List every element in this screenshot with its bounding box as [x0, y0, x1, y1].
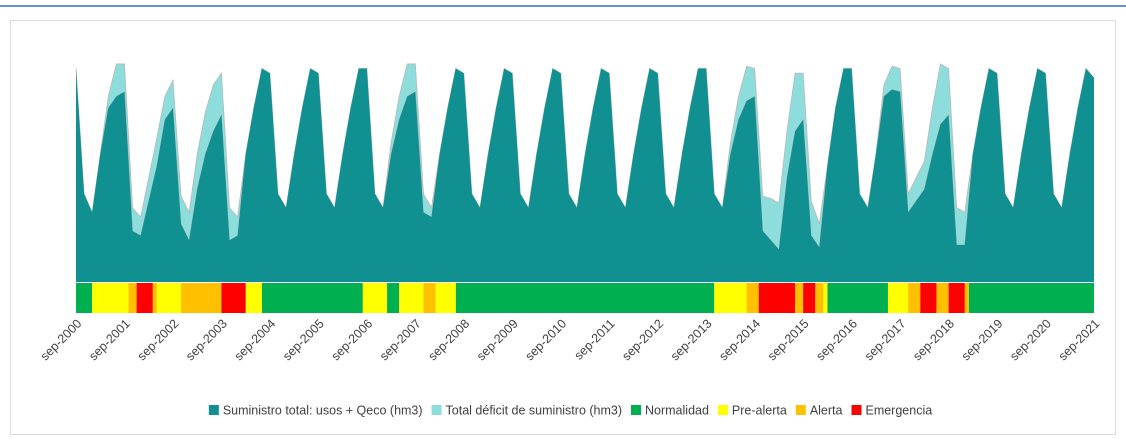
status-segment — [221, 283, 246, 313]
x-tick-label: sep-2006 — [329, 317, 376, 364]
legend-swatch — [631, 405, 642, 415]
x-tick-label: sep-2005 — [280, 317, 327, 364]
status-segment — [181, 283, 222, 313]
status-segment — [714, 283, 747, 313]
legend-label: Alerta — [810, 403, 843, 417]
status-segment — [435, 283, 456, 313]
x-tick-label: sep-2009 — [474, 317, 521, 364]
status-segment — [968, 283, 1094, 313]
x-tick-label: sep-2012 — [619, 317, 666, 364]
legend: Suministro total: usos + Qeco (hm3) Total… — [208, 403, 932, 417]
x-tick-label: sep-2007 — [377, 317, 424, 364]
x-tick-label: sep-2002 — [135, 317, 182, 364]
status-segment — [455, 283, 715, 313]
x-tick-label: sep-2014 — [716, 317, 763, 364]
status-segment — [827, 283, 888, 313]
x-tick-label: sep-2021 — [1056, 317, 1103, 364]
x-tick-label: sep-2013 — [668, 317, 715, 364]
status-segment — [152, 283, 157, 313]
status-segment — [387, 283, 400, 313]
status-segment — [423, 283, 436, 313]
status-segment — [758, 283, 796, 313]
legend-label: Total déficit de suministro (hm3) — [446, 403, 622, 417]
x-tick-label: sep-2015 — [765, 317, 812, 364]
x-tick-label: sep-2010 — [522, 317, 569, 364]
legend-swatch — [795, 405, 806, 415]
x-tick-label: sep-2018 — [910, 317, 957, 364]
status-segment — [964, 283, 969, 313]
chart-frame — [10, 20, 1116, 435]
x-tick-label: sep-2019 — [959, 317, 1006, 364]
legend-label: Suministro total: usos + Qeco (hm3) — [223, 403, 423, 417]
status-segment — [815, 283, 824, 313]
status-segment — [908, 283, 921, 313]
status-segment — [920, 283, 937, 313]
supply-area — [76, 68, 1094, 282]
x-tick-label: sep-2003 — [183, 317, 230, 364]
status-segment — [362, 283, 388, 313]
legend-swatch — [431, 405, 442, 415]
status-segment — [245, 283, 262, 313]
legend-swatch — [208, 405, 219, 415]
status-segment — [128, 283, 137, 313]
x-tick-label: sep-2001 — [86, 317, 133, 364]
status-segment — [156, 283, 182, 313]
status-segment — [948, 283, 965, 313]
status-segment — [136, 283, 153, 313]
status-segment — [261, 283, 363, 313]
x-tick-label: sep-2020 — [1007, 317, 1054, 364]
legend-swatch — [717, 405, 728, 415]
x-tick-label: sep-2011 — [572, 317, 618, 363]
legend-swatch — [851, 405, 862, 415]
status-segment — [399, 283, 424, 313]
status-segment — [76, 283, 93, 313]
x-tick-label: sep-2004 — [232, 317, 279, 364]
status-segment — [746, 283, 759, 313]
status-segment — [936, 283, 949, 313]
x-tick-label: sep-2000 — [38, 317, 85, 364]
status-segment — [887, 283, 909, 313]
x-tick-label: sep-2016 — [813, 317, 860, 364]
x-tick-label: sep-2017 — [862, 317, 909, 364]
status-segment — [803, 283, 816, 313]
legend-label: Pre-alerta — [732, 403, 787, 417]
status-segment — [795, 283, 804, 313]
x-tick-label: sep-2008 — [426, 317, 473, 364]
legend-label: Emergencia — [865, 403, 932, 417]
legend-label: Normalidad — [645, 403, 709, 417]
status-segment — [823, 283, 828, 313]
status-segment — [92, 283, 129, 313]
